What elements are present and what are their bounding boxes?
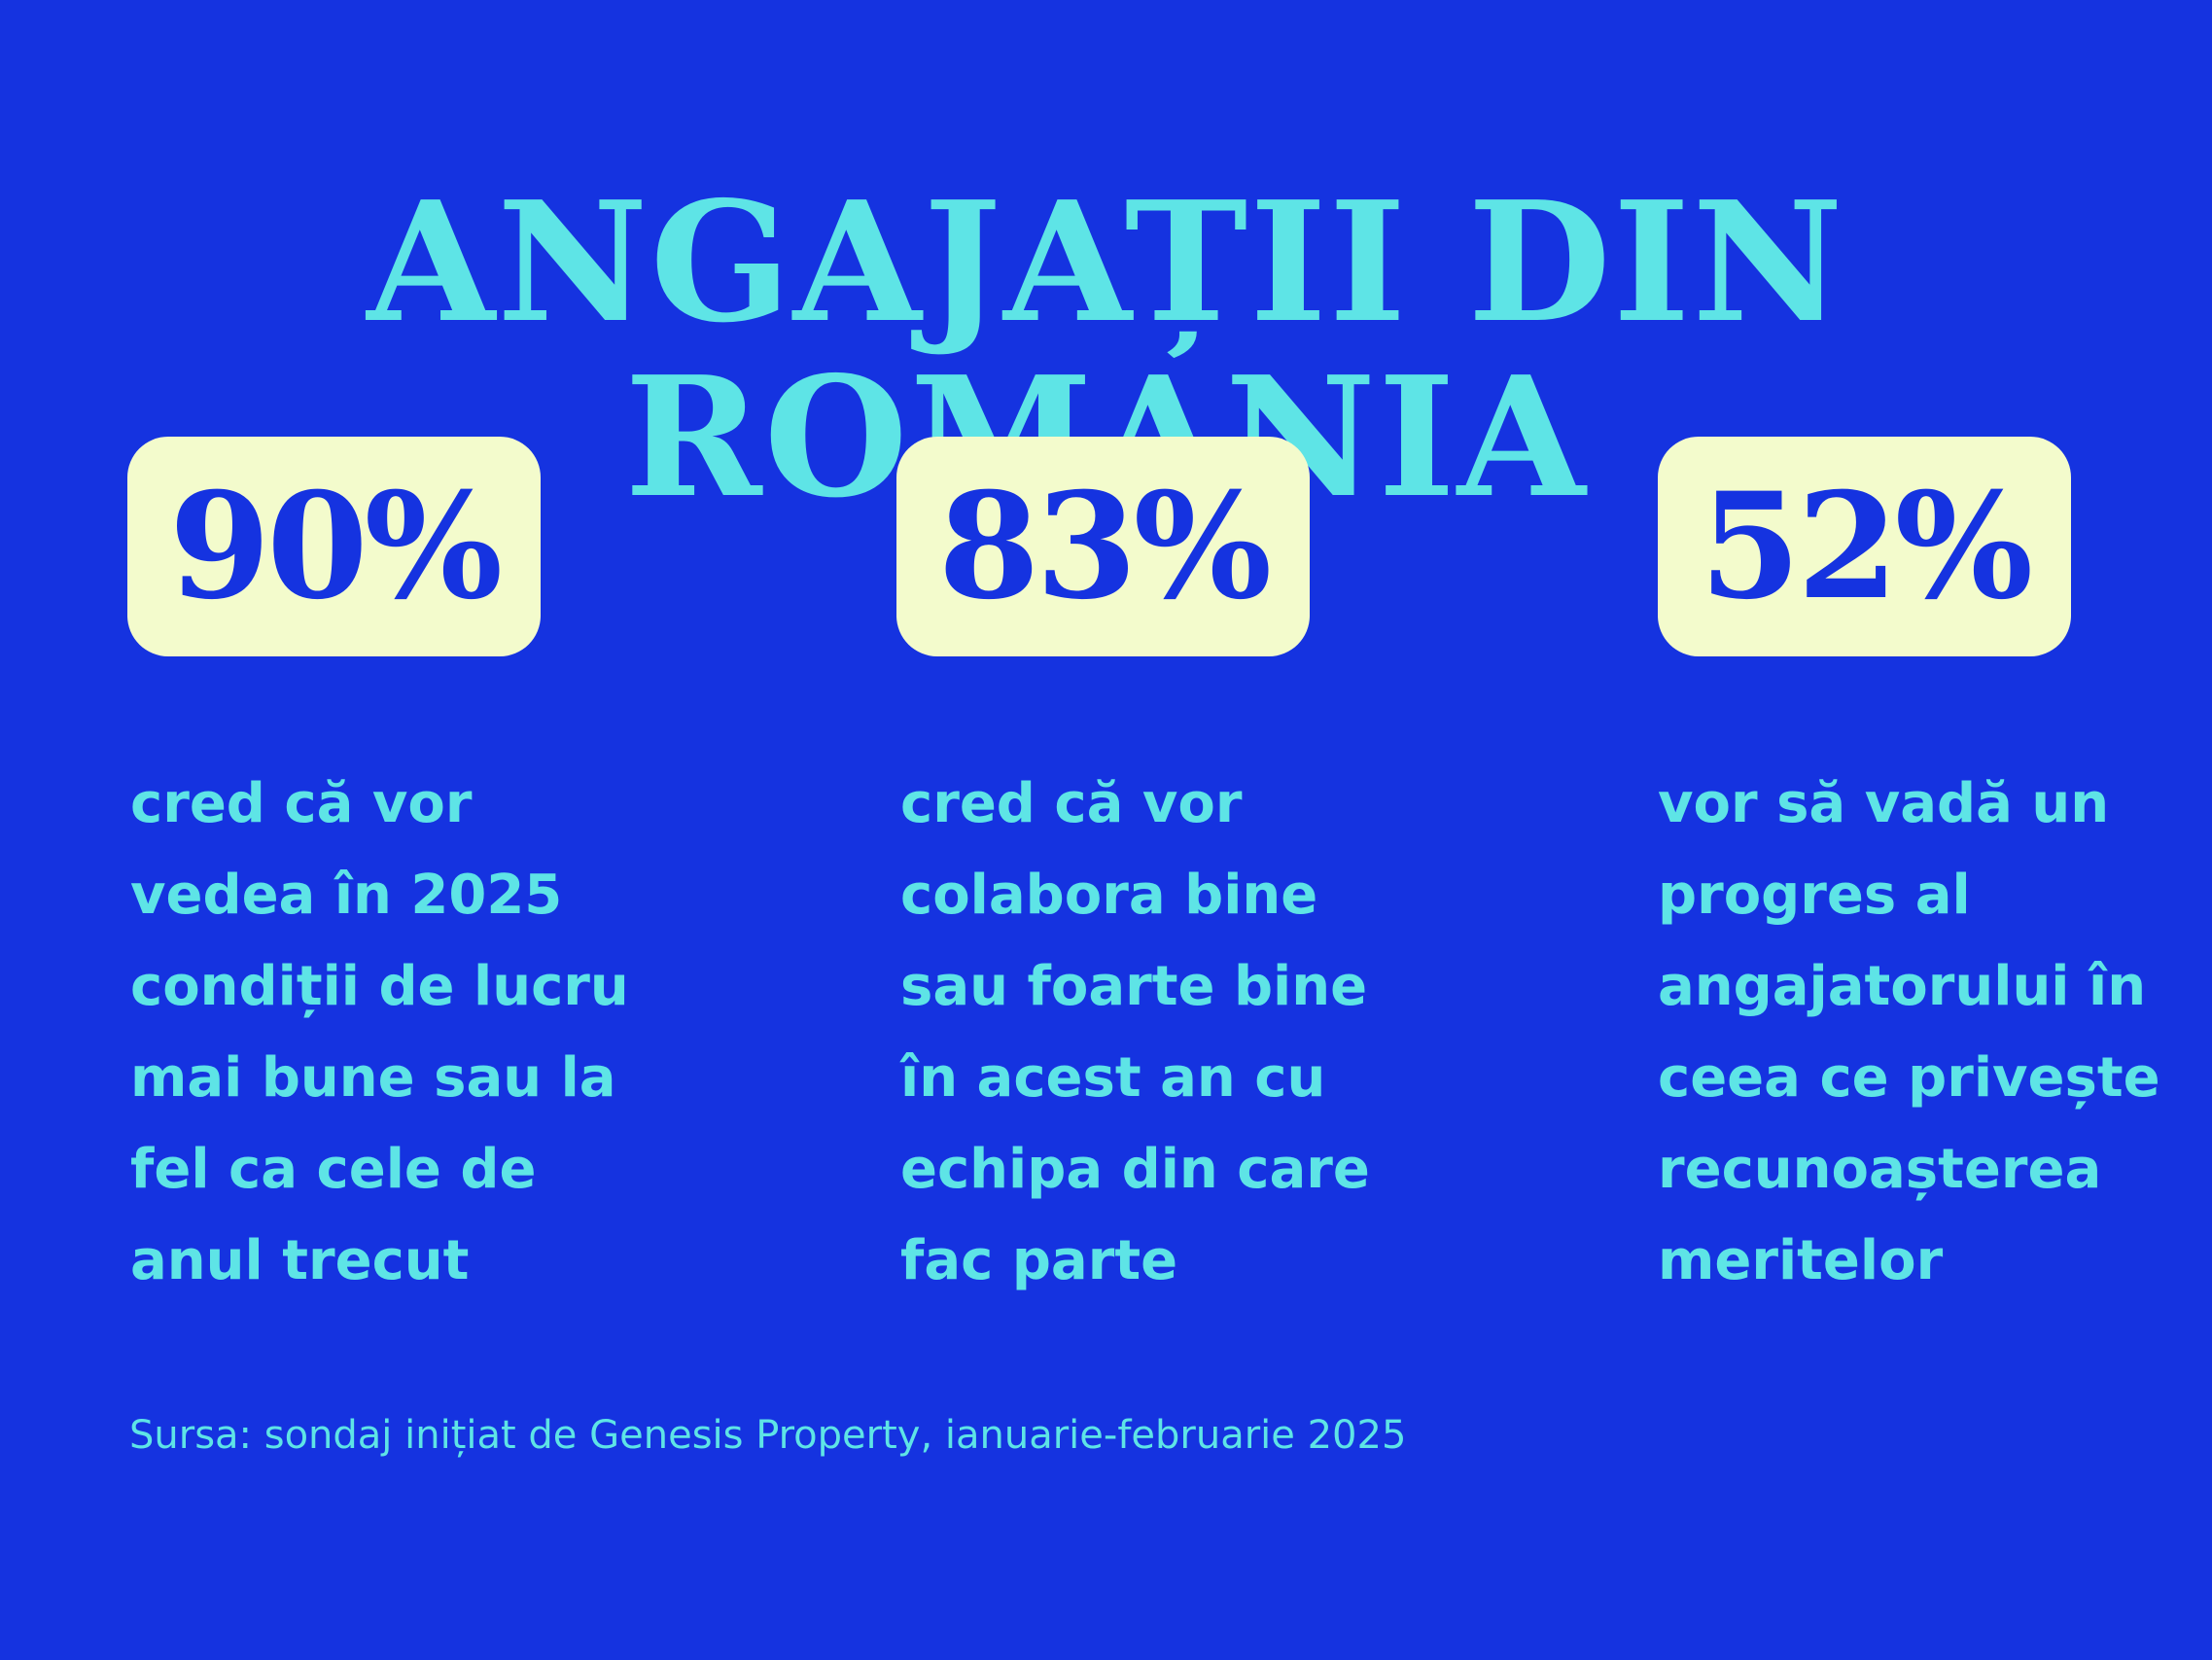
stat-value: 83% [937, 461, 1272, 632]
description-line: vor să vadă un [1658, 772, 2110, 835]
stat-badge-1: 90% [127, 437, 541, 656]
description-line: echipa din care [900, 1138, 1370, 1201]
description-line: condiții de lucru [130, 955, 629, 1018]
description-line: vedea în 2025 [130, 864, 563, 927]
stat-value: 52% [1699, 461, 2033, 632]
description-line: fel ca cele de [130, 1138, 537, 1201]
description-line: progres al [1658, 864, 1971, 927]
description-line: angajatorului în [1658, 955, 2147, 1018]
stat-badge-2: 83% [896, 437, 1310, 656]
description-line: anul trecut [130, 1229, 470, 1292]
description-line: fac parte [900, 1229, 1178, 1292]
description-line: în acest an cu [900, 1046, 1326, 1110]
description-line: ceea ce privește [1658, 1046, 2160, 1110]
description-line: colabora bine [900, 864, 1318, 927]
description-line: recunoașterea [1658, 1138, 2102, 1201]
description-line: mai bune sau la [130, 1046, 616, 1110]
stat-badge-3: 52% [1658, 437, 2071, 656]
description-line: cred că vor [900, 772, 1243, 835]
description-line: cred că vor [130, 772, 473, 835]
stat-description-1: cred că vor vedea în 2025 condiții de lu… [130, 759, 629, 1307]
stat-value: 90% [168, 461, 503, 632]
description-line: sau foarte bine [900, 955, 1368, 1018]
stat-description-3: vor să vadă un progres al angajatorului … [1658, 759, 2160, 1307]
description-line: meritelor [1658, 1229, 1944, 1292]
stat-description-2: cred că vor colabora bine sau foarte bin… [900, 759, 1370, 1307]
source-note: Sursa: sondaj inițiat de Genesis Propert… [129, 1413, 1407, 1458]
